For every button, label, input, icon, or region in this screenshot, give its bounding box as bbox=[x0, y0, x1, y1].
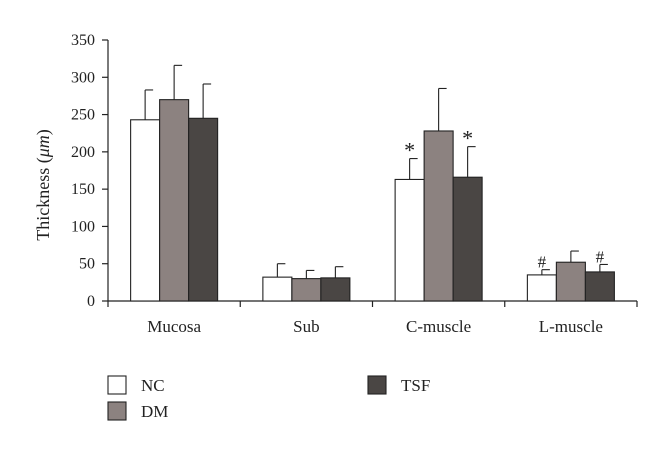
bar-tsf-sub bbox=[320, 277, 351, 302]
bar-tsf-c-muscle bbox=[452, 176, 483, 302]
bar-tsf-mucosa bbox=[188, 117, 219, 302]
x-category-label: L-muscle bbox=[539, 317, 603, 336]
x-category-label: Sub bbox=[293, 317, 319, 336]
y-axis-label-main: Thickness ( bbox=[33, 157, 54, 240]
bar-nc-l-muscle bbox=[526, 274, 557, 302]
y-tick-label: 150 bbox=[71, 181, 95, 198]
y-tick-label: 50 bbox=[79, 256, 95, 273]
legend-swatch-dm bbox=[107, 401, 127, 421]
y-tick-label: 200 bbox=[71, 144, 95, 161]
y-axis-label: Thickness (μm) bbox=[33, 129, 54, 241]
y-axis-label-unit: μm bbox=[33, 135, 53, 158]
significance-marker: # bbox=[596, 247, 605, 266]
x-category-label: Mucosa bbox=[147, 317, 201, 336]
legend-label-dm: DM bbox=[141, 402, 168, 421]
legend-label-nc: NC bbox=[141, 376, 165, 395]
significance-marker: * bbox=[462, 126, 473, 151]
x-category-label: C-muscle bbox=[406, 317, 471, 336]
bar-dm-sub bbox=[291, 278, 322, 302]
significance-marker: * bbox=[404, 138, 415, 163]
bar-nc-c-muscle bbox=[394, 178, 425, 302]
bar-dm-c-muscle bbox=[423, 130, 454, 302]
bar-dm-mucosa bbox=[159, 99, 190, 302]
bar-tsf-l-muscle bbox=[584, 271, 615, 302]
bar-dm-l-muscle bbox=[555, 261, 586, 302]
legend-label-tsf: TSF bbox=[401, 376, 430, 395]
legend-swatch-nc bbox=[107, 375, 127, 395]
y-tick-label: 300 bbox=[71, 69, 95, 86]
bar-nc-sub bbox=[262, 276, 293, 302]
legend-swatch-tsf bbox=[367, 375, 387, 395]
y-tick-label: 100 bbox=[71, 218, 95, 235]
significance-marker: # bbox=[538, 253, 547, 272]
y-tick-label: 0 bbox=[87, 293, 95, 310]
y-axis-label-close: ) bbox=[33, 129, 54, 135]
y-tick-label: 350 bbox=[71, 32, 95, 49]
bar-nc-mucosa bbox=[130, 119, 161, 302]
y-tick-label: 250 bbox=[71, 107, 95, 124]
